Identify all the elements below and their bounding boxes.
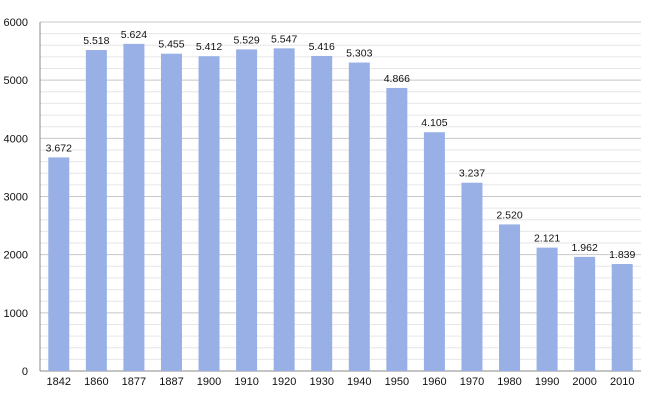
bars: 3.672 5.518 5.624 5.455 5.412 5.529 5.547 5.416… — [46, 29, 636, 372]
x-tick-label: 1940 — [347, 376, 371, 388]
data-label: 5.416 — [309, 41, 335, 53]
y-tick-label: 1000 — [4, 308, 28, 320]
data-label: 5.518 — [83, 35, 109, 47]
y-tick-label: 6000 — [4, 17, 28, 29]
x-tick-label: 1877 — [122, 376, 146, 388]
y-tick-label: 0 — [22, 366, 28, 378]
bar — [348, 62, 370, 371]
x-tick-label: 2000 — [572, 376, 596, 388]
bar — [123, 43, 145, 371]
data-label: 5.529 — [233, 34, 259, 46]
x-tick-label: 1970 — [460, 376, 484, 388]
x-tick-label: 1990 — [535, 376, 559, 388]
bar — [273, 48, 295, 372]
bar — [198, 56, 220, 372]
x-tick-label: 1860 — [84, 376, 108, 388]
data-label: 1.839 — [609, 249, 635, 261]
bar — [160, 53, 182, 371]
x-axis: 1842 1860 1877 1887 1900 1910 1920 1930 1940 1950… — [47, 376, 635, 388]
data-label: 5.547 — [271, 33, 297, 45]
data-label: 1.962 — [572, 242, 598, 254]
y-tick-label: 5000 — [4, 75, 28, 87]
x-tick-label: 1950 — [385, 376, 409, 388]
bar — [499, 224, 521, 371]
x-tick-label: 1960 — [422, 376, 446, 388]
bar — [611, 264, 633, 371]
bar — [236, 49, 258, 372]
data-label: 5.303 — [346, 48, 372, 60]
data-label: 4.105 — [421, 117, 447, 129]
data-label: 2.520 — [496, 209, 522, 221]
data-label: 2.121 — [534, 233, 560, 245]
y-axis: 0 1000 2000 3000 4000 5000 6000 — [4, 17, 41, 378]
bar — [574, 256, 596, 371]
x-tick-label: 1842 — [47, 376, 71, 388]
y-tick-label: 4000 — [4, 133, 28, 145]
x-tick-label: 1980 — [497, 376, 521, 388]
x-tick-label: 1900 — [197, 376, 221, 388]
bar — [48, 157, 70, 371]
bar — [461, 182, 483, 371]
x-tick-label: 1920 — [272, 376, 296, 388]
x-tick-label: 1910 — [234, 376, 258, 388]
data-label: 3.672 — [46, 142, 72, 154]
bar — [311, 55, 333, 372]
data-label: 5.455 — [158, 39, 184, 51]
bar — [536, 247, 558, 371]
bar — [386, 87, 408, 371]
y-tick-label: 2000 — [4, 250, 28, 262]
x-tick-label: 1930 — [309, 376, 333, 388]
data-label: 3.237 — [459, 168, 485, 180]
data-label: 4.866 — [384, 73, 410, 85]
bar — [423, 132, 445, 371]
data-label: 5.624 — [121, 29, 147, 41]
data-label: 5.412 — [196, 41, 222, 53]
y-tick-label: 3000 — [4, 192, 28, 204]
x-tick-label: 2010 — [610, 376, 634, 388]
x-tick-label: 1887 — [159, 376, 183, 388]
bar — [85, 50, 107, 371]
